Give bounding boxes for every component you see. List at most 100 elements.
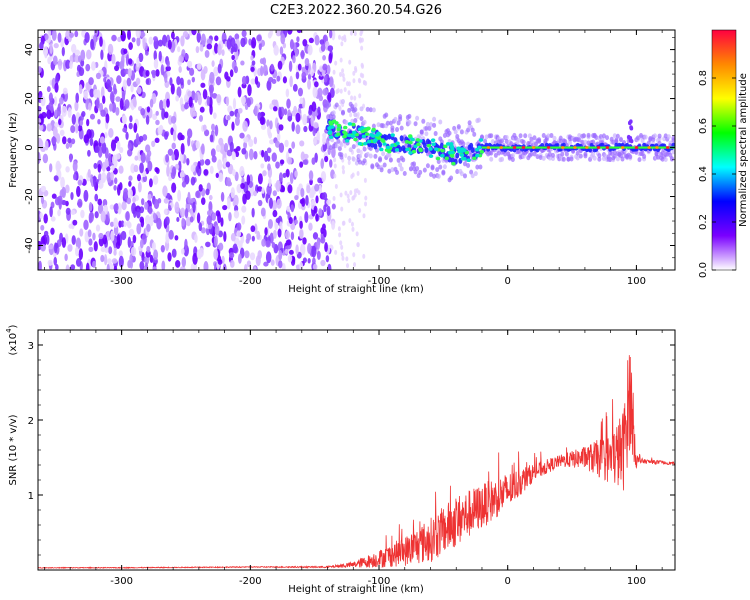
noise-cell bbox=[271, 241, 276, 249]
tone-band-cell bbox=[393, 137, 398, 144]
tone-bright-cell bbox=[382, 142, 387, 146]
tone-halo-cell bbox=[331, 110, 336, 116]
noise-fringe-cell bbox=[333, 157, 337, 163]
tone-bright-cell bbox=[351, 122, 356, 127]
noise-cell bbox=[72, 160, 78, 172]
noise-fringe-cell bbox=[350, 221, 354, 227]
noise-cell bbox=[200, 82, 206, 88]
tone-halo-cell bbox=[611, 139, 616, 145]
noise-cell bbox=[200, 227, 206, 234]
noise-cell bbox=[314, 183, 320, 192]
tone-halo-cell bbox=[635, 135, 640, 141]
noise-cell bbox=[67, 137, 72, 144]
noise-cell bbox=[38, 139, 44, 150]
noise-cell bbox=[242, 120, 248, 132]
tone-halo-cell bbox=[429, 122, 434, 128]
noise-cell bbox=[57, 58, 63, 71]
noise-cell bbox=[196, 62, 202, 70]
noise-cell bbox=[226, 76, 231, 82]
noise-cell bbox=[89, 113, 96, 120]
noise-cell bbox=[38, 106, 42, 112]
noise-cell bbox=[209, 86, 213, 98]
noise-cell bbox=[202, 88, 208, 100]
noise-cell bbox=[155, 110, 159, 116]
x-tick-label: -200 bbox=[239, 576, 262, 587]
tone-halo-cell bbox=[396, 120, 401, 126]
noise-cell bbox=[135, 77, 141, 85]
noise-cell bbox=[211, 123, 215, 131]
tone-halo-cell bbox=[381, 123, 386, 129]
noise-cell bbox=[272, 106, 278, 112]
tone-peak-cell bbox=[531, 146, 536, 149]
noise-cell bbox=[70, 209, 76, 216]
tone-bright-cell bbox=[472, 156, 477, 161]
noise-cell bbox=[42, 234, 47, 247]
noise-cell bbox=[111, 53, 116, 65]
noise-cell bbox=[222, 263, 227, 270]
tone-bright-cell bbox=[327, 130, 333, 134]
noise-cell bbox=[38, 152, 41, 164]
noise-cell bbox=[113, 249, 117, 256]
tone-halo-cell bbox=[368, 107, 373, 113]
colorbar-ticks: 0.0 0.2 0.4 0.6 0.8 bbox=[698, 70, 736, 278]
tone-halo-cell bbox=[566, 156, 571, 162]
noise-cell bbox=[103, 254, 108, 266]
noise-cell bbox=[267, 163, 271, 171]
noise-cell bbox=[331, 146, 336, 159]
noise-cell bbox=[307, 258, 311, 264]
tone-band-cell bbox=[512, 147, 517, 153]
noise-cell bbox=[101, 141, 107, 154]
tone-halo-cell bbox=[612, 149, 617, 155]
tone-halo-cell bbox=[496, 150, 501, 156]
noise-cell bbox=[271, 152, 277, 163]
noise-cell bbox=[260, 65, 264, 77]
tone-peak-cell bbox=[561, 146, 565, 149]
tone-halo-cell bbox=[348, 147, 353, 153]
noise-cell bbox=[248, 139, 254, 147]
noise-cell bbox=[78, 67, 85, 77]
noise-cell bbox=[237, 107, 243, 114]
noise-fringe-cell bbox=[363, 177, 367, 183]
noise-cell bbox=[135, 133, 140, 145]
noise-cell bbox=[293, 48, 299, 57]
tone-halo-cell bbox=[351, 144, 356, 150]
noise-cell bbox=[114, 177, 118, 185]
snr-y-axis: 1 2 3 bbox=[28, 341, 675, 571]
noise-cell bbox=[328, 52, 333, 64]
noise-cell bbox=[305, 195, 309, 206]
tone-halo-cell bbox=[601, 133, 606, 139]
noise-cell bbox=[245, 238, 250, 244]
noise-cell bbox=[225, 161, 231, 168]
noise-cell bbox=[287, 156, 292, 165]
tone-band-cell bbox=[642, 142, 647, 148]
noise-cell bbox=[164, 131, 169, 140]
noise-cell bbox=[278, 124, 284, 131]
tone-halo-cell bbox=[353, 118, 358, 124]
noise-cell bbox=[131, 202, 137, 215]
tone-bright-cell bbox=[370, 134, 376, 138]
noise-cell bbox=[46, 123, 52, 132]
spectrogram-x-label: Height of straight line (km) bbox=[288, 284, 424, 295]
tone-bright-cell bbox=[394, 148, 400, 152]
tone-bright-cell bbox=[462, 148, 467, 153]
noise-cell bbox=[266, 184, 272, 195]
noise-cell bbox=[184, 238, 188, 251]
tone-bright-cell bbox=[415, 138, 421, 142]
tone-bright-cell bbox=[479, 150, 485, 154]
noise-cell bbox=[215, 144, 222, 152]
noise-cell bbox=[61, 136, 67, 145]
tone-peak-cell bbox=[486, 146, 491, 149]
noise-fringe-cell bbox=[348, 59, 352, 65]
noise-cell bbox=[245, 190, 251, 201]
noise-cell bbox=[153, 36, 158, 42]
noise-cell bbox=[307, 79, 311, 90]
tone-bright-cell bbox=[404, 140, 410, 144]
noise-cell bbox=[228, 252, 235, 259]
noise-cell bbox=[217, 159, 223, 171]
noise-cell bbox=[241, 205, 247, 213]
tone-halo-cell bbox=[537, 137, 542, 143]
noise-cell bbox=[255, 255, 261, 267]
tone-bright-cell bbox=[331, 119, 337, 124]
noise-cell bbox=[136, 86, 142, 95]
noise-cell bbox=[223, 231, 227, 242]
